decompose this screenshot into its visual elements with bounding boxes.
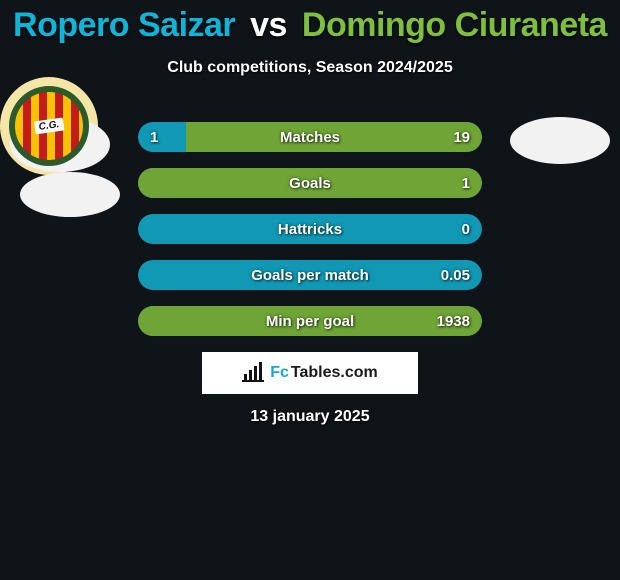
logo-prefix: Fc [270, 364, 289, 382]
player1-badge-placeholder-2 [20, 172, 120, 217]
stat-bar-row: Matches1 19 [138, 122, 482, 152]
snapshot-date: 13 january 2025 [0, 408, 620, 426]
bar-label: Goals [138, 168, 482, 198]
fctables-logo: FcTables.com [202, 352, 418, 394]
stat-bar-row: Hattricks0 [138, 214, 482, 244]
bar-chart-icon [242, 364, 264, 382]
bar-value-right: 1 [462, 168, 470, 198]
vs-text: vs [250, 6, 287, 44]
bar-value-left: 1 [150, 122, 158, 152]
bar-value-right: 1938 [437, 306, 470, 336]
club-crest-icon [9, 86, 89, 166]
bar-label: Hattricks [138, 214, 482, 244]
stat-bars: Matches119Goals1Hattricks0Goals per matc… [138, 122, 482, 352]
bar-label: Goals per match [138, 260, 482, 290]
subtitle: Club competitions, Season 2024/2025 [0, 59, 620, 77]
player1-name: Ropero Saizar [13, 6, 235, 44]
stat-bar-row: Min per goal1938 [138, 306, 482, 336]
bar-label: Matches [138, 122, 482, 152]
bar-value-right: 0.05 [441, 260, 470, 290]
bar-label: Min per goal [138, 306, 482, 336]
stat-bar-row: Goals1 [138, 168, 482, 198]
player2-name: Domingo Ciuraneta [302, 6, 607, 44]
logo-rest: Tables.com [291, 364, 378, 382]
stat-bar-row: Goals per match0.05 [138, 260, 482, 290]
player2-badge-placeholder-1 [510, 117, 610, 164]
bar-value-right: 19 [453, 122, 470, 152]
bar-value-right: 0 [462, 214, 470, 244]
comparison-title: Ropero Saizar vs Domingo Ciuraneta [0, 0, 620, 45]
